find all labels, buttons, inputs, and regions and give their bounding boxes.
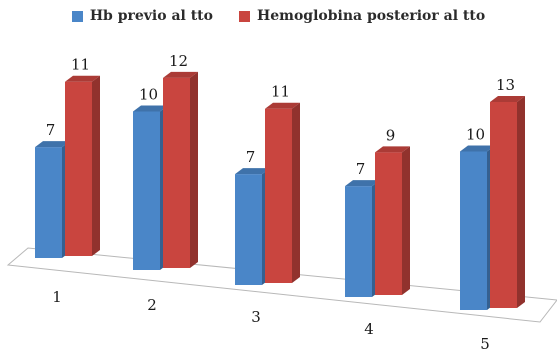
bar-top — [490, 96, 525, 102]
data-label-series-1-cat-2: 10 — [139, 86, 158, 104]
bar-top — [460, 145, 495, 152]
bar-top — [163, 71, 198, 78]
bar-front — [345, 186, 372, 297]
bar-side — [92, 75, 100, 256]
bar-side — [292, 102, 300, 283]
bar-top — [235, 168, 270, 175]
bar-top — [35, 141, 70, 148]
bar-front — [65, 81, 92, 256]
category-label-2: 2 — [147, 296, 157, 314]
data-label-series-2-cat-1: 11 — [71, 56, 90, 74]
bar-top — [65, 75, 100, 82]
bar-side — [517, 96, 525, 308]
data-label-series-1-cat-5: 10 — [466, 126, 485, 144]
data-label-series-1-cat-3: 7 — [246, 148, 256, 166]
chart-legend: Hb previo al tto Hemoglobina posterior a… — [0, 4, 557, 28]
bar-1-cat-2 — [133, 105, 168, 271]
data-label-series-2-cat-5: 13 — [496, 76, 515, 94]
bar-front — [35, 147, 62, 258]
data-label-series-2-cat-4: 9 — [386, 126, 396, 144]
category-label-5: 5 — [480, 335, 490, 353]
bar-front — [133, 111, 160, 271]
category-label-1: 1 — [52, 288, 62, 306]
bar-1-cat-5 — [460, 145, 495, 310]
bar-2-cat-4 — [375, 146, 410, 295]
bar-top — [133, 105, 168, 112]
bar-1-cat-1 — [35, 141, 70, 258]
category-label-3: 3 — [251, 308, 261, 326]
bar-side — [402, 146, 410, 295]
bar-front — [265, 108, 292, 283]
data-label-series-1-cat-4: 7 — [356, 160, 366, 178]
legend-item-series-1: Hb previo al tto — [71, 8, 213, 24]
bar-2-cat-1 — [65, 75, 100, 256]
data-label-series-2-cat-3: 11 — [271, 83, 290, 101]
data-label-series-2-cat-2: 12 — [169, 52, 188, 70]
legend-label-series-1: Hb previo al tto — [89, 8, 213, 24]
bar-1-cat-4 — [345, 180, 380, 297]
bar-1-cat-3 — [235, 168, 270, 285]
bars-group — [35, 71, 525, 310]
bar-top — [345, 180, 380, 187]
bar-top — [265, 102, 300, 109]
bar-front — [460, 151, 487, 310]
data-label-series-1-cat-1: 7 — [46, 121, 56, 139]
legend-swatch-series-1 — [71, 10, 83, 22]
bar-2-cat-3 — [265, 102, 300, 283]
bar-side — [190, 71, 198, 268]
bar-front — [490, 102, 517, 308]
legend-item-series-2: Hemoglobina posterior al tto — [239, 8, 485, 24]
bar-top — [375, 146, 410, 153]
bar-front — [163, 77, 190, 268]
bar-2-cat-2 — [163, 71, 198, 268]
bar-front — [235, 174, 262, 285]
legend-swatch-series-2 — [239, 10, 250, 22]
bar-front — [375, 152, 402, 295]
bar-2-cat-5 — [490, 96, 525, 308]
category-label-4: 4 — [364, 320, 374, 338]
legend-label-series-2: Hemoglobina posterior al tto — [257, 8, 486, 24]
